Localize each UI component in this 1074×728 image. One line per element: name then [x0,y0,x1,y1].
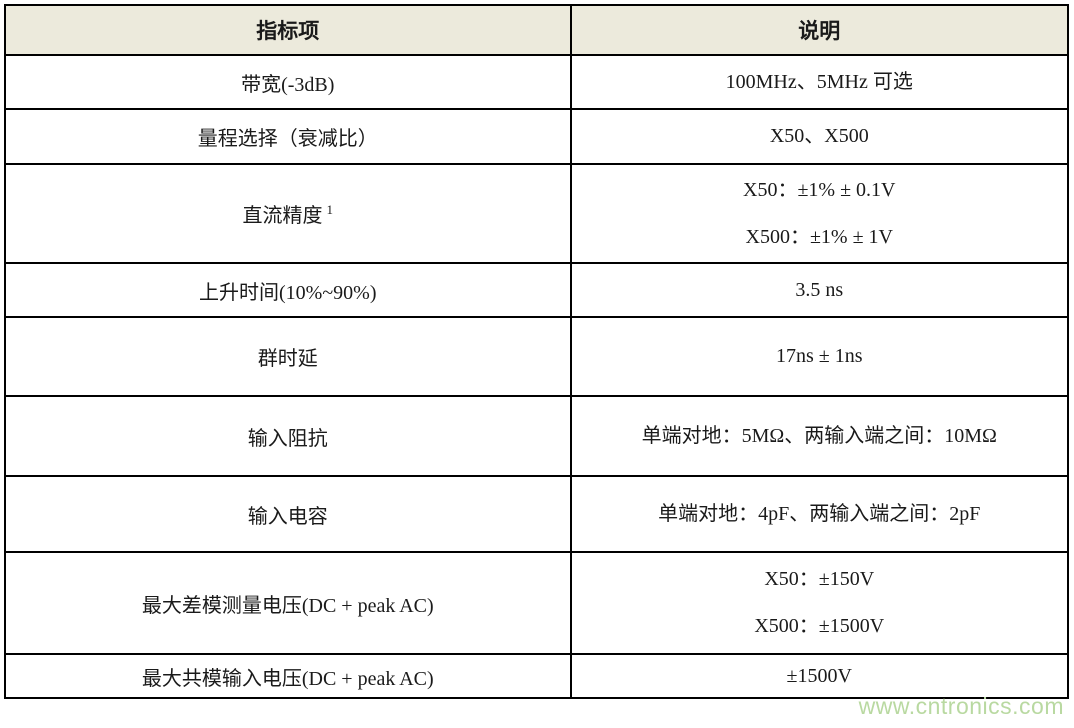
spec-description-line: 17ns ± 1ns [775,345,863,367]
spec-item: 最大差模测量电压(DC + peak AC) [4,551,572,655]
spec-item-label: 群时延 [257,348,318,370]
spec-description-line: 单端对地：5MΩ、两输入端之间：10MΩ [641,424,997,447]
spec-item: 量程选择（衰减比） [4,108,572,165]
spec-description: 3.5 ns [569,262,1070,318]
footnote-marker: 1 [326,202,334,218]
spec-item-label: 上升时间(10%~90%) [199,281,377,304]
spec-description-line: X50、X500 [769,125,869,147]
spec-description: 单端对地：4pF、两输入端之间：2pF [569,475,1070,553]
spec-description-line: X50：±150V [764,568,875,590]
spec-item-label: 带宽(-3dB) [241,73,335,96]
spec-description: ±1500V [569,653,1070,699]
site-watermark: www.cntronics.com [858,693,1064,719]
spec-item: 直流精度 1 [4,163,572,264]
table-row: 量程选择（衰减比） X50、X500 [4,108,1070,165]
spec-item: 输入电容 [4,475,572,553]
spec-description: 17ns ± 1ns [569,316,1070,397]
table-row: 最大差模测量电压(DC + peak AC) X50：±150V X500：±1… [4,551,1070,655]
spec-item-label: 最大差模测量电压(DC + peak AC) [141,594,434,617]
spec-item-label: 量程选择（衰减比） [197,128,378,150]
column-header-description: 说明 [569,4,1070,56]
table-header-row: 指标项 说明 [4,4,1070,56]
spec-item-label: 最大共模输入电压(DC + peak AC) [141,667,434,690]
spec-description: X50：±150V X500：±1500V [569,551,1070,655]
table-row: 上升时间(10%~90%) 3.5 ns [4,262,1070,318]
spec-description: X50、X500 [569,108,1070,165]
table-row: 输入阻抗 单端对地：5MΩ、两输入端之间：10MΩ [4,395,1070,477]
spec-description-line: 单端对地：4pF、两输入端之间：2pF [658,502,981,525]
spec-item-label: 直流精度 [242,205,323,227]
spec-table-container: 指标项 说明 带宽(-3dB) 100MHz、5MHz 可选 量程选择（衰减比）… [4,4,1070,699]
spec-description-line: ±1500V [786,664,852,687]
table-row: 输入电容 单端对地：4pF、两输入端之间：2pF [4,475,1070,553]
spec-description: X50：±1% ± 0.1V X500：±1% ± 1V [569,163,1070,264]
table-row: 群时延 17ns ± 1ns [4,316,1070,397]
spec-item: 带宽(-3dB) [4,54,572,110]
table-row: 直流精度 1 X50：±1% ± 0.1V X500：±1% ± 1V [4,163,1070,264]
table-row: 最大共模输入电压(DC + peak AC) ±1500V [4,653,1070,699]
spec-description-line: X500：±1% ± 1V [745,225,894,248]
spec-description: 单端对地：5MΩ、两输入端之间：10MΩ [569,395,1070,477]
spec-item: 输入阻抗 [4,395,572,477]
spec-item: 群时延 [4,316,572,397]
table-row: 带宽(-3dB) 100MHz、5MHz 可选 [4,54,1070,110]
spec-description-line: 3.5 ns [795,278,844,301]
spec-description-line: 100MHz、5MHz 可选 [725,70,913,93]
spec-description-line: X50：±1% ± 0.1V [743,178,896,201]
spec-item-label: 输入电容 [247,505,328,528]
spec-table: 指标项 说明 带宽(-3dB) 100MHz、5MHz 可选 量程选择（衰减比）… [4,4,1070,699]
spec-description: 100MHz、5MHz 可选 [569,54,1070,110]
column-header-item: 指标项 [4,4,572,56]
spec-item: 上升时间(10%~90%) [4,262,572,318]
spec-item-label: 输入阻抗 [247,427,328,450]
spec-description-line: X500：±1500V [754,615,885,637]
spec-item: 最大共模输入电压(DC + peak AC) [4,653,572,699]
